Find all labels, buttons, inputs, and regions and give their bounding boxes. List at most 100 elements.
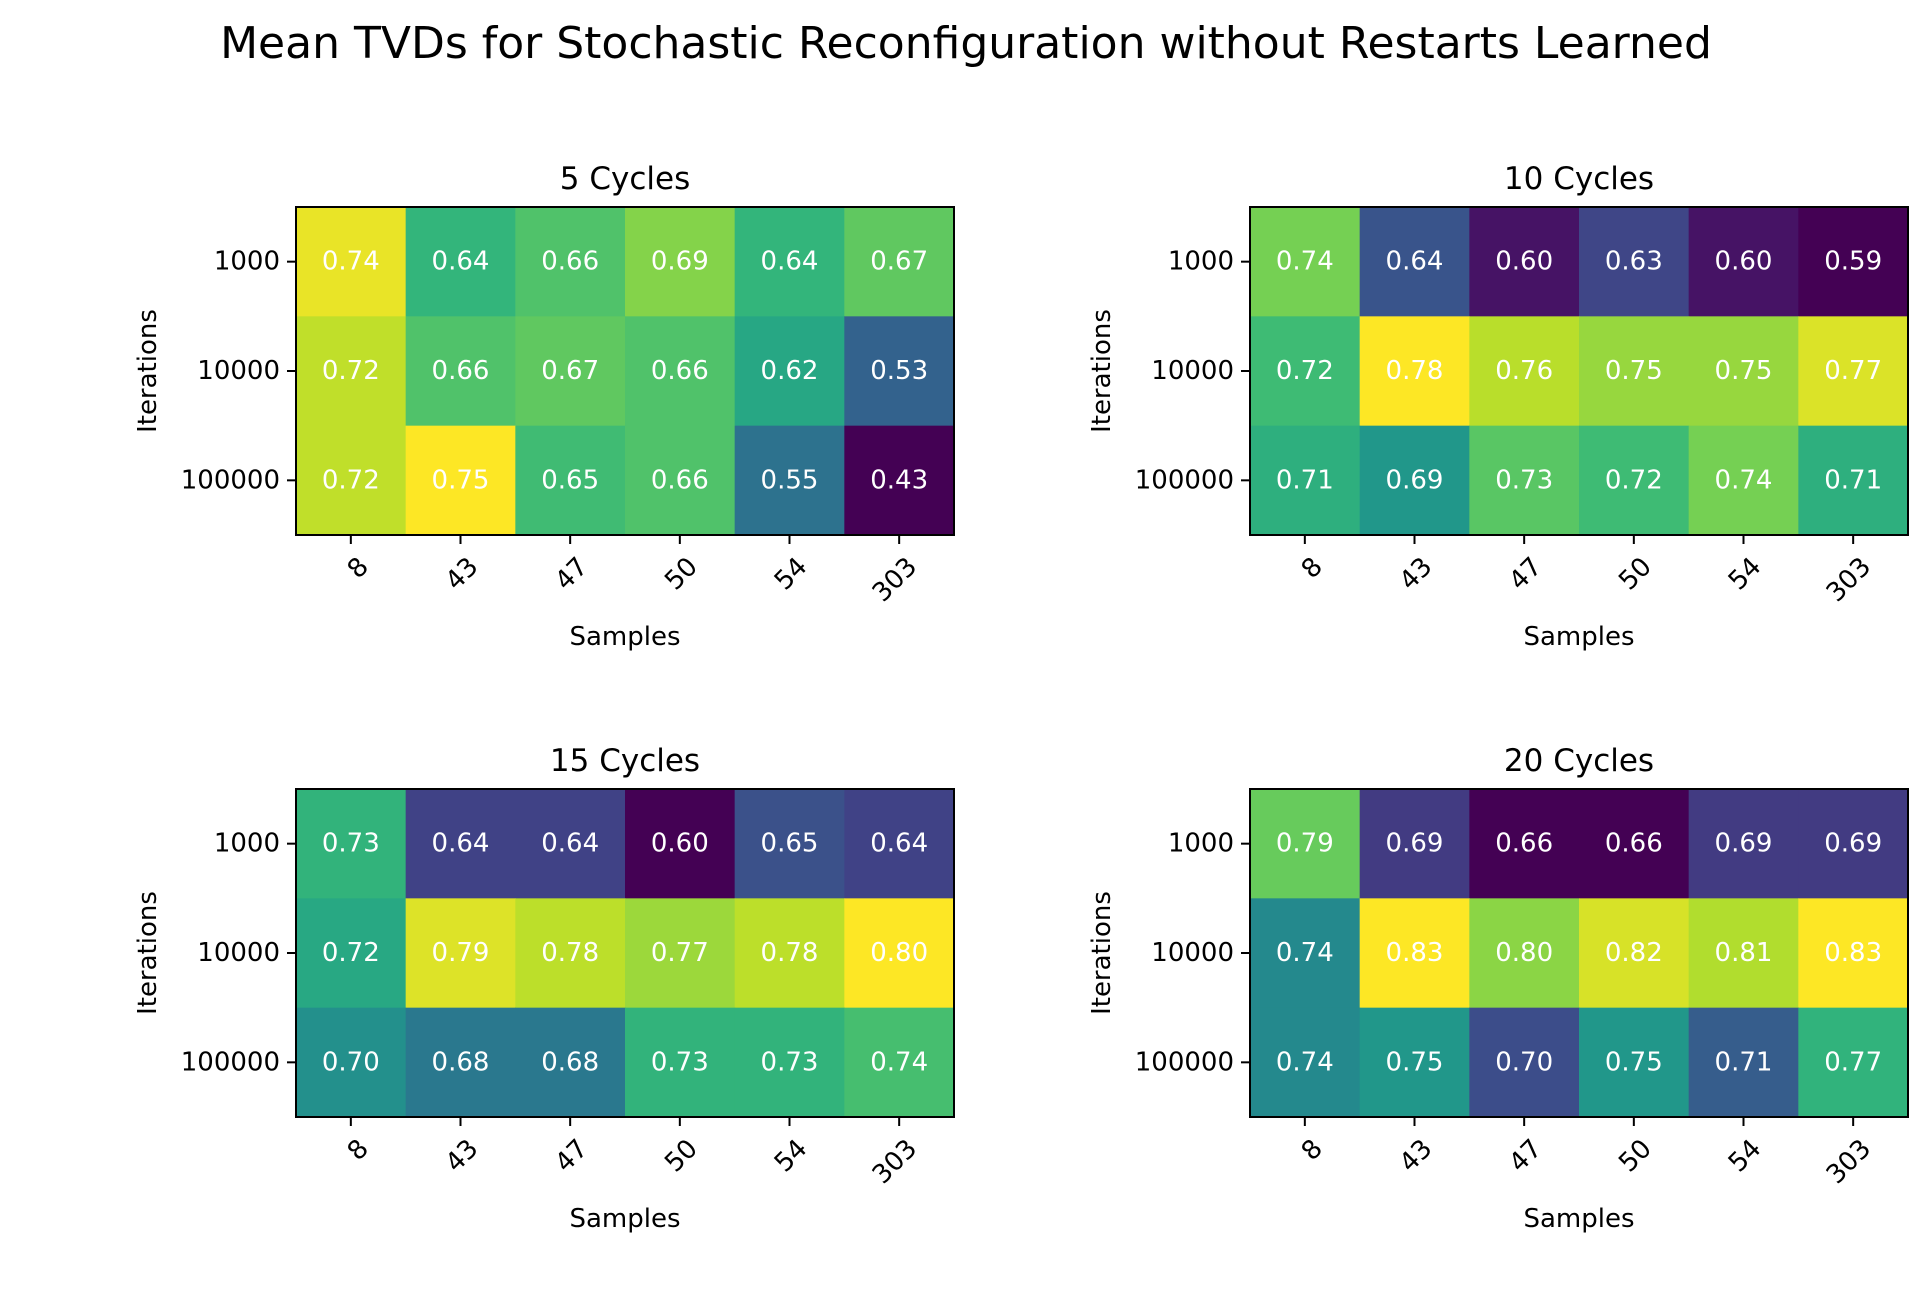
- heatmap-panel-1: 0.74 0.64 0.66 0.69 0.64 0.67 0.72 0.66 0.67 0.66…: [133, 161, 955, 652]
- heatmap-cell: [1250, 898, 1361, 1009]
- heatmap-cell: [734, 207, 845, 317]
- heatmap-cell: [1469, 789, 1580, 899]
- heatmap-cell: [844, 207, 955, 317]
- y-axis-label: Iterations: [1087, 309, 1117, 433]
- y-tick-label: 100000: [181, 465, 280, 495]
- heatmap-cell: [625, 898, 736, 1009]
- cell-value-label: 0.75: [1715, 356, 1773, 386]
- x-tick-label: 43: [1394, 552, 1439, 597]
- x-tick-label: 8: [342, 1134, 375, 1167]
- y-tick-label: 100000: [181, 1047, 280, 1077]
- y-tick-label: 10000: [197, 938, 280, 968]
- heatmap-cell: [296, 207, 407, 317]
- cell-value-label: 0.79: [1276, 829, 1334, 859]
- heatmap-cell: [1798, 1007, 1909, 1118]
- y-axis-label: Iterations: [1087, 891, 1117, 1015]
- heatmap-cell: [1579, 1007, 1690, 1118]
- cell-value-label: 0.66: [432, 356, 490, 386]
- heatmap-panel-3: 0.73 0.64 0.64 0.60 0.65 0.64 0.72 0.79 0.78 0.77…: [133, 743, 955, 1234]
- cell-value-label: 0.70: [1495, 1047, 1553, 1077]
- panel-title: 15 Cycles: [550, 743, 700, 779]
- cell-value-label: 0.74: [1715, 465, 1773, 495]
- x-tick-label: 54: [769, 1134, 814, 1179]
- heatmap-cell: [1798, 898, 1909, 1009]
- heatmap-cell: [844, 425, 955, 536]
- y-tick-label: 1000: [1168, 829, 1234, 859]
- cell-value-label: 0.71: [1715, 1047, 1773, 1077]
- cell-value-label: 0.76: [1495, 356, 1553, 386]
- cell-value-label: 0.74: [1276, 1047, 1334, 1077]
- cell-value-label: 0.64: [432, 247, 490, 277]
- x-tick-label: 54: [1723, 1134, 1768, 1179]
- x-axis-label: Samples: [569, 622, 680, 652]
- cell-value-label: 0.63: [1605, 247, 1663, 277]
- heatmap-cell: [1579, 425, 1690, 536]
- panel-title: 20 Cycles: [1504, 743, 1654, 779]
- cell-value-label: 0.78: [761, 938, 819, 968]
- x-tick-label: 303: [867, 1134, 923, 1190]
- cell-value-label: 0.72: [322, 938, 380, 968]
- heatmap-cell: [515, 207, 626, 317]
- heatmap-cell: [625, 1007, 736, 1118]
- heatmap-cell: [625, 207, 736, 317]
- y-tick-label: 10000: [1151, 938, 1234, 968]
- heatmap-cell: [734, 1007, 845, 1118]
- cell-value-label: 0.59: [1824, 247, 1882, 277]
- heatmap-cell: [1469, 898, 1580, 1009]
- panel-title: 5 Cycles: [560, 161, 690, 197]
- cell-value-label: 0.65: [761, 829, 819, 859]
- cell-value-label: 0.69: [1386, 829, 1444, 859]
- heatmap-cell: [1250, 207, 1361, 317]
- heatmap-cell: [1798, 425, 1909, 536]
- heatmap-cell: [844, 898, 955, 1009]
- cell-value-label: 0.66: [651, 356, 709, 386]
- x-axis-label: Samples: [1523, 1204, 1634, 1234]
- cell-value-label: 0.75: [432, 465, 490, 495]
- cell-value-label: 0.66: [1605, 829, 1663, 859]
- cell-value-label: 0.81: [1715, 938, 1773, 968]
- heatmap-cell: [296, 898, 407, 1009]
- heatmap-cell: [1688, 898, 1799, 1009]
- cell-value-label: 0.71: [1276, 465, 1334, 495]
- cell-value-label: 0.64: [870, 829, 928, 859]
- cell-value-label: 0.64: [541, 829, 599, 859]
- cell-value-label: 0.77: [1824, 1047, 1882, 1077]
- cell-value-label: 0.64: [1386, 247, 1444, 277]
- heatmap-cell: [1688, 207, 1799, 317]
- heatmap-cell: [1359, 1007, 1470, 1118]
- y-axis-label: Iterations: [133, 309, 163, 433]
- heatmap-cell: [515, 425, 626, 536]
- x-tick-label: 303: [1821, 552, 1877, 608]
- heatmap-cell: [844, 316, 955, 427]
- y-tick-label: 1000: [1168, 247, 1234, 277]
- cell-value-label: 0.73: [651, 1047, 709, 1077]
- cell-value-label: 0.83: [1386, 938, 1444, 968]
- x-tick-label: 50: [659, 552, 704, 597]
- heatmap-panel-4: 0.79 0.69 0.66 0.66 0.69 0.69 0.74 0.83 0.80 0.82…: [1087, 743, 1909, 1234]
- heatmap-cell: [405, 207, 516, 317]
- cell-value-label: 0.73: [322, 829, 380, 859]
- heatmap-cell: [515, 898, 626, 1009]
- cell-value-label: 0.66: [1495, 829, 1553, 859]
- heatmap-cell: [1359, 898, 1470, 1009]
- panel-title: 10 Cycles: [1504, 161, 1654, 197]
- heatmap-cell: [625, 316, 736, 427]
- x-tick-label: 8: [342, 552, 375, 585]
- x-tick-label: 8: [1296, 552, 1329, 585]
- cell-value-label: 0.64: [432, 829, 490, 859]
- cell-value-label: 0.75: [1386, 1047, 1444, 1077]
- heatmap-cell: [1250, 425, 1361, 536]
- x-tick-label: 8: [1296, 1134, 1329, 1167]
- heatmap-cell: [734, 425, 845, 536]
- y-tick-label: 10000: [1151, 356, 1234, 386]
- heatmap-cell: [1250, 1007, 1361, 1118]
- cell-value-label: 0.65: [541, 465, 599, 495]
- x-tick-label: 54: [769, 552, 814, 597]
- cell-value-label: 0.83: [1824, 938, 1882, 968]
- cell-value-label: 0.66: [651, 465, 709, 495]
- cell-value-label: 0.53: [870, 356, 928, 386]
- cell-value-label: 0.72: [1276, 356, 1334, 386]
- cell-value-label: 0.75: [1605, 356, 1663, 386]
- heatmap-cell: [296, 1007, 407, 1118]
